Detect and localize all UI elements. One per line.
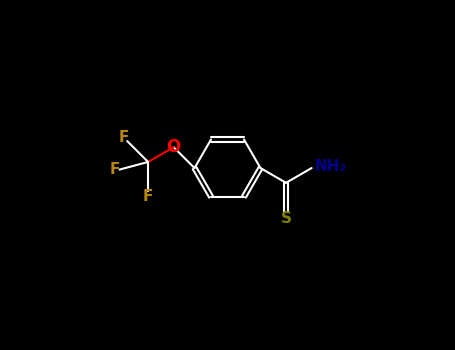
Text: F: F: [143, 189, 153, 204]
Text: O: O: [167, 138, 181, 156]
Text: S: S: [281, 211, 292, 226]
Text: NH₂: NH₂: [315, 159, 347, 174]
Text: F: F: [109, 162, 120, 177]
Text: F: F: [119, 130, 129, 145]
